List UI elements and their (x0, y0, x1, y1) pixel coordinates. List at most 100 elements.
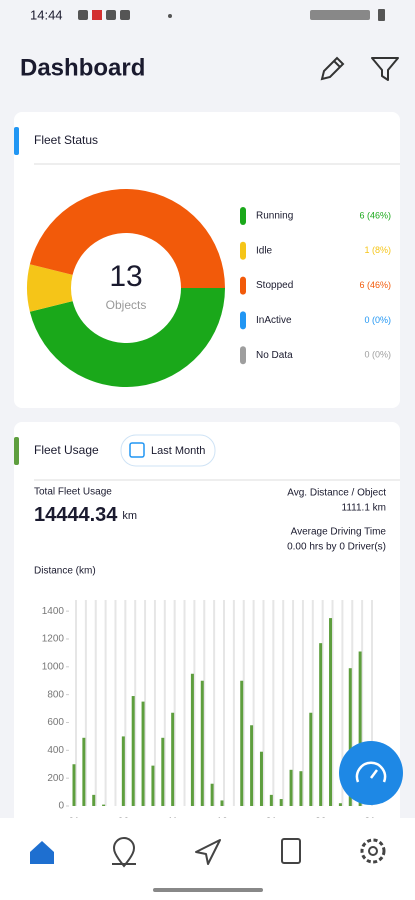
period-button[interactable] (120, 434, 216, 467)
bar-background (252, 600, 255, 806)
fab-icon (355, 761, 387, 783)
y-tick-label: 1000 (42, 661, 65, 672)
edit-icon[interactable] (320, 56, 345, 81)
legend-swatch (240, 311, 246, 330)
bar-background (144, 600, 147, 806)
donut-label: Objects (106, 298, 147, 312)
accent (14, 437, 19, 465)
bar-background (262, 600, 265, 806)
y-tick-label: 200 (47, 773, 64, 784)
bar-background (351, 600, 354, 806)
y-tick-label: 1400 (42, 606, 65, 617)
bar-background (203, 600, 206, 806)
bar (82, 737, 86, 806)
fab-icon (370, 769, 378, 779)
bar (72, 764, 76, 806)
status-icons (78, 9, 385, 21)
bar-background (371, 600, 373, 806)
y-tick-label: 600 (47, 717, 64, 728)
home-indicator (153, 888, 263, 892)
fab[interactable] (339, 741, 403, 805)
nav-reports[interactable] (281, 838, 301, 864)
donut-slice (29, 189, 226, 288)
nav-home[interactable] (30, 841, 54, 864)
donut-slice (29, 288, 226, 387)
legend-value: 6 (46%) (359, 210, 391, 220)
legend-value: 0 (0%) (364, 315, 391, 325)
bar (269, 794, 273, 806)
bar (250, 725, 254, 806)
total-label: Total Fleet Usage (34, 487, 112, 498)
bar (151, 765, 155, 806)
bar-background (153, 600, 156, 806)
total-value: 14444.34 km (34, 504, 137, 526)
nav-settings[interactable] (360, 838, 386, 864)
nav-settings-hub (368, 846, 378, 856)
bar (259, 751, 263, 806)
legend-value: 0 (0%) (364, 350, 391, 360)
y-tick-label: 400 (47, 745, 64, 756)
bar (220, 800, 224, 806)
bar-background (124, 600, 127, 806)
bar (289, 769, 293, 806)
nav-map[interactable] (112, 837, 136, 868)
y-tick-label: 0 (58, 801, 64, 812)
bar (92, 794, 96, 806)
bar-background (242, 600, 245, 806)
bar (329, 618, 333, 806)
donut-slice (26, 264, 73, 312)
card-title: Fleet Status (34, 133, 98, 147)
bar-background (223, 600, 225, 806)
bar (240, 680, 244, 806)
bar (358, 651, 362, 806)
bar (190, 673, 194, 806)
bar (200, 680, 204, 806)
bar-background (163, 600, 166, 806)
period-label[interactable]: Last Month (151, 445, 205, 457)
bar-background (134, 600, 137, 806)
avg-value: 1111.1 km (342, 503, 386, 514)
accent (14, 127, 19, 155)
bar (299, 771, 303, 806)
filter-icon[interactable] (371, 57, 399, 81)
bar (161, 737, 165, 806)
y-axis-label: Distance (km) (34, 566, 96, 577)
y-tick-label: 800 (47, 689, 64, 700)
bar-background (311, 600, 314, 806)
legend-label: Idle (256, 245, 273, 256)
bar-background (341, 600, 344, 806)
legend-swatch (240, 276, 246, 295)
legend-swatch (240, 207, 246, 225)
card-title: Fleet Usage (34, 443, 99, 457)
legend-label: Stopped (256, 280, 293, 291)
legend-value: 6 (46%) (359, 280, 391, 290)
driving-label: Average Driving Time (291, 527, 387, 538)
legend-swatch (240, 241, 246, 260)
avg-label: Avg. Distance / Object (287, 488, 386, 499)
bar (131, 696, 135, 806)
bar (171, 712, 175, 806)
bar (141, 701, 145, 806)
bar-background (321, 600, 324, 806)
nav-navigate[interactable] (195, 839, 221, 865)
bar (279, 799, 283, 806)
bar-background (213, 600, 216, 806)
bar-background (301, 600, 304, 806)
legend-swatch (240, 346, 246, 365)
bar (338, 803, 342, 806)
bar-background (331, 600, 334, 806)
bar-background (292, 600, 295, 806)
total-number: 14444.34 (34, 504, 118, 526)
bar-background (193, 600, 196, 806)
bar-background (94, 600, 97, 806)
bar (348, 668, 352, 806)
calendar-icon (129, 442, 145, 458)
bar-background (104, 600, 107, 806)
bar-background (114, 600, 117, 806)
status-time: 14:44 (30, 7, 63, 22)
bar (210, 783, 214, 806)
driving-value: 0.00 hrs by 0 Driver(s) (287, 542, 386, 553)
bar-background (183, 600, 186, 806)
